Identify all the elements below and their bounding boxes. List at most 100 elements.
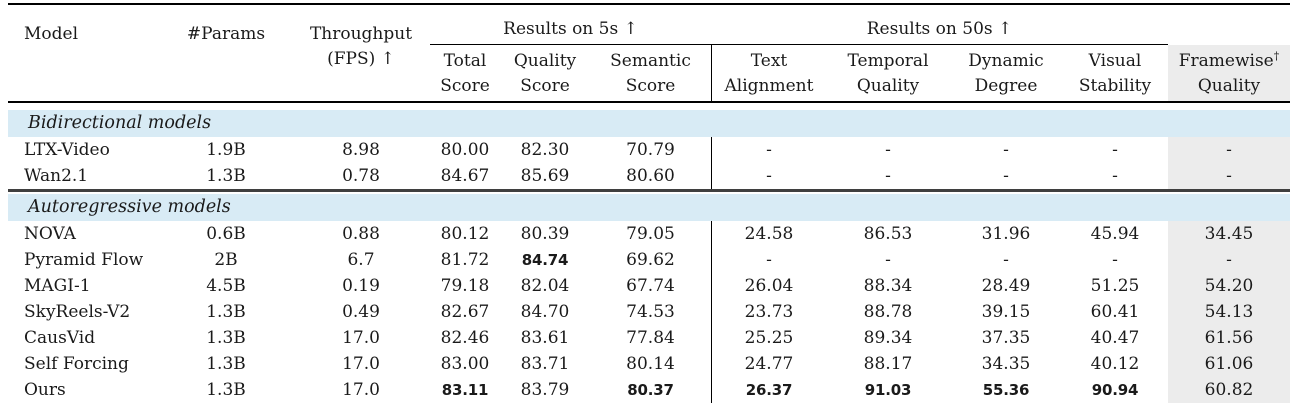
cell-model: Wan2.1 [24,166,89,186]
cell-semantic-score: 77.84 [626,328,675,348]
cell-total-score: 79.18 [440,276,490,296]
cell-semantic-score: 80.60 [626,166,675,186]
cell-framewise-quality: 61.06 [1168,351,1290,377]
cell-quality-score: 83.61 [520,328,570,348]
section-bidirectional-models: Bidirectional models [8,110,1290,137]
header-total-score-line1: Total [443,51,487,71]
cell-quality-score: 84.74 [521,251,569,269]
cell-total-score: 82.67 [440,302,490,322]
results-table-wrapper: Model #Params Throughput (FPS) ↑ Results… [8,3,1290,403]
cell-total-score: 83.00 [440,354,490,374]
header-framewise-line2: Quality [1197,76,1261,96]
cell-visual-stability: - [1112,250,1118,270]
cell-params: 1.3B [206,328,246,348]
cell-dynamic-degree: - [1003,166,1009,186]
cell-framewise-quality: 54.20 [1168,273,1290,299]
cell-temporal-quality: 88.17 [863,354,913,374]
cell-model: Self Forcing [24,354,129,374]
table-row-nova: NOVA 0.6B 0.88 80.12 80.39 79.05 24.58 8… [8,221,1290,247]
cell-visual-stability: 40.12 [1090,354,1140,374]
header-group-50s: Results on 50s ↑ [711,5,1168,45]
cell-params: 4.5B [206,276,246,296]
header-dynamic-degree: Dynamic Degree [950,45,1062,101]
cell-quality-score: 83.71 [520,354,570,374]
cell-total-score: 84.67 [440,166,490,186]
table-row-ours: Ours 1.3B 17.0 83.11 83.79 80.37 26.37 9… [8,377,1290,403]
cell-text-alignment: - [711,163,826,189]
cell-quality-score: 84.70 [520,302,570,322]
table-row-pyramid-flow: Pyramid Flow 2B 6.7 81.72 84.74 69.62 - … [8,247,1290,273]
cell-visual-stability: 51.25 [1090,276,1140,296]
cell-params: 1.3B [206,166,246,186]
cell-model: LTX-Video [24,140,110,160]
cell-model: SkyReels-V2 [24,302,131,322]
cell-fps: 0.78 [342,166,380,186]
cell-model: NOVA [24,224,76,244]
cell-visual-stability: 90.94 [1091,381,1139,399]
cell-fps: 8.98 [342,140,380,160]
table-row-magi-1: MAGI-1 4.5B 0.19 79.18 82.04 67.74 26.04… [8,273,1290,299]
cell-dynamic-degree: 34.35 [981,354,1031,374]
table-row-wan21: Wan2.1 1.3B 0.78 84.67 85.69 80.60 - - -… [8,163,1290,189]
section-divider-rule [8,189,1290,192]
dagger-superscript: † [1273,49,1280,63]
header-temporal-quality: Temporal Quality [826,45,950,101]
section-autoregressive-models: Autoregressive models [8,194,1290,221]
header-params: #Params [186,24,266,44]
cell-text-alignment: - [711,137,826,163]
header-row-groups: Model #Params Throughput (FPS) ↑ Results… [8,5,1290,69]
cell-visual-stability: - [1112,140,1118,160]
header-visual-stability-line2: Stability [1078,76,1152,96]
table-row-skyreels-v2: SkyReels-V2 1.3B 0.49 82.67 84.70 74.53 … [8,299,1290,325]
cell-fps: 6.7 [347,250,375,270]
results-table: Model #Params Throughput (FPS) ↑ Results… [8,3,1290,403]
cell-temporal-quality: - [885,250,891,270]
cell-temporal-quality: 88.34 [863,276,913,296]
cell-dynamic-degree: 39.15 [981,302,1031,322]
cell-semantic-score: 74.53 [626,302,675,322]
cell-framewise-quality: 61.56 [1168,325,1290,351]
header-text-alignment: Text Alignment [711,45,826,101]
table-row-self-forcing: Self Forcing 1.3B 17.0 83.00 83.71 80.14… [8,351,1290,377]
header-text-alignment-line2: Alignment [724,76,814,96]
section-label: Bidirectional models [8,110,1290,137]
cell-dynamic-degree: 37.35 [981,328,1031,348]
header-throughput-line2: (FPS) ↑ [327,49,395,69]
header-model: Model [24,24,79,44]
header-semantic-score: Semantic Score [590,45,711,101]
header-dynamic-degree-line1: Dynamic [968,51,1044,71]
cell-quality-score: 85.69 [520,166,570,186]
header-semantic-score-line2: Score [625,76,676,96]
cell-model: CausVid [24,328,96,348]
cell-semantic-score: 79.05 [626,224,675,244]
cell-framewise-quality: - [1168,137,1290,163]
header-text-alignment-line1: Text [750,51,788,71]
top-rule [8,3,1290,5]
cell-total-score: 83.11 [441,381,489,399]
header-framewise-line1: Framewise† [1168,49,1290,74]
cell-fps: 0.49 [342,302,380,322]
header-temporal-quality-line2: Quality [856,76,920,96]
cell-params: 2B [214,250,238,270]
cell-fps: 0.19 [342,276,380,296]
header-semantic-score-line1: Semantic [610,51,691,71]
cell-visual-stability: 40.47 [1090,328,1140,348]
cell-dynamic-degree: 31.96 [981,224,1031,244]
cell-visual-stability: 45.94 [1090,224,1140,244]
cell-visual-stability: 60.41 [1090,302,1140,322]
header-dynamic-degree-line2: Degree [974,76,1038,96]
header-row-subcolumns: Total Score Quality Score Semantic Score… [8,45,1290,101]
cell-temporal-quality: 88.78 [863,302,913,322]
header-framewise-quality: Framewise† Quality [1168,45,1290,101]
cell-semantic-score: 69.62 [626,250,675,270]
cell-text-alignment: 24.58 [711,221,826,247]
cell-fps: 0.88 [342,224,380,244]
cell-fps: 17.0 [342,380,380,400]
table-row-ltx-video: LTX-Video 1.9B 8.98 80.00 82.30 70.79 - … [8,137,1290,163]
cell-dynamic-degree: - [1003,250,1009,270]
cell-framewise-quality: - [1168,247,1290,273]
cell-semantic-score: 80.37 [627,381,674,399]
cell-total-score: 80.00 [440,140,490,160]
cell-temporal-quality: 89.34 [863,328,913,348]
header-temporal-quality-line1: Temporal [847,51,929,71]
